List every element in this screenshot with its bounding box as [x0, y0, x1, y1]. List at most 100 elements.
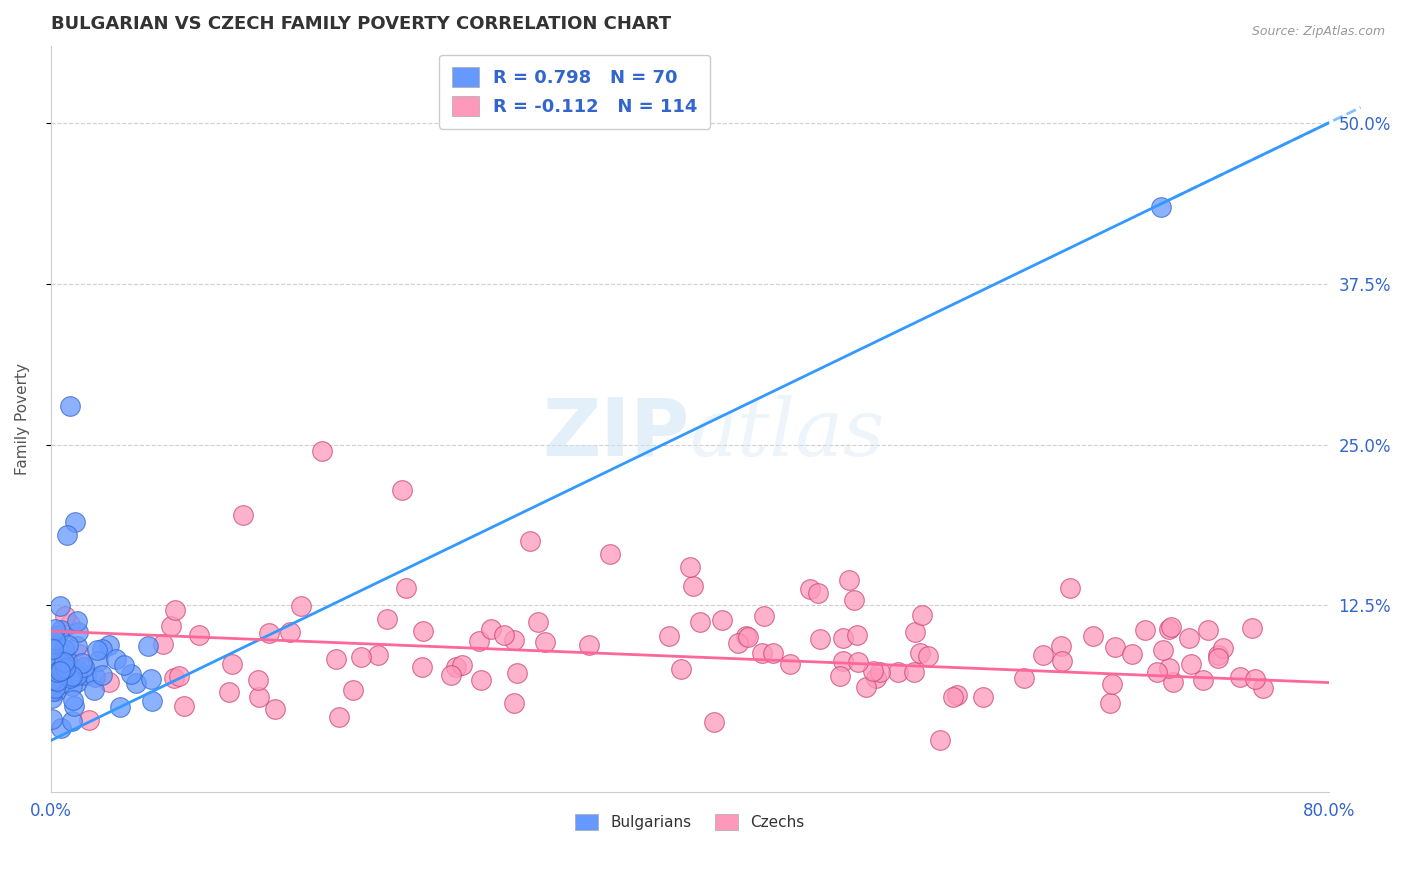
Point	[1012, 671, 1035, 685]
Point	[1163, 675, 1185, 690]
Point	[59, 671, 82, 685]
Point	[263, 702, 285, 716]
Point	[56, 527, 79, 541]
Point	[311, 444, 333, 458]
Point	[1152, 643, 1174, 657]
Point	[66, 639, 89, 653]
Point	[84, 670, 107, 684]
Point	[51, 664, 73, 678]
Point	[48, 655, 70, 669]
Point	[70, 656, 93, 670]
Point	[167, 669, 190, 683]
Point	[865, 671, 887, 685]
Point	[1099, 696, 1122, 710]
Point	[444, 660, 467, 674]
Point	[470, 673, 492, 687]
Point	[221, 657, 243, 671]
Point	[342, 682, 364, 697]
Point	[49, 623, 72, 637]
Point	[67, 647, 90, 661]
Point	[49, 721, 72, 735]
Point	[375, 612, 398, 626]
Point	[97, 638, 120, 652]
Point	[73, 660, 96, 674]
Point	[903, 665, 925, 679]
Point	[1049, 640, 1071, 654]
Point	[51, 676, 73, 690]
Point	[904, 624, 927, 639]
Point	[727, 635, 749, 649]
Point	[1197, 623, 1219, 637]
Point	[450, 657, 472, 672]
Point	[762, 646, 785, 660]
Point	[735, 630, 758, 644]
Point	[163, 671, 186, 685]
Text: Source: ZipAtlas.com: Source: ZipAtlas.com	[1251, 25, 1385, 38]
Point	[136, 639, 159, 653]
Point	[846, 655, 869, 669]
Point	[1180, 657, 1202, 671]
Point	[42, 656, 65, 670]
Point	[832, 632, 855, 646]
Point	[42, 642, 65, 657]
Point	[503, 633, 526, 648]
Point	[41, 712, 63, 726]
Point	[1104, 640, 1126, 654]
Point	[112, 658, 135, 673]
Point	[42, 683, 65, 698]
Point	[799, 582, 821, 596]
Point	[325, 652, 347, 666]
Point	[1133, 624, 1156, 638]
Point	[62, 693, 84, 707]
Point	[911, 607, 934, 622]
Point	[578, 639, 600, 653]
Point	[75, 667, 97, 681]
Point	[290, 599, 312, 613]
Point	[66, 614, 89, 628]
Point	[946, 689, 969, 703]
Point	[492, 628, 515, 642]
Point	[46, 660, 69, 674]
Point	[90, 667, 112, 681]
Point	[59, 616, 82, 631]
Point	[87, 654, 110, 668]
Y-axis label: Family Poverty: Family Poverty	[15, 363, 30, 475]
Point	[467, 633, 489, 648]
Point	[247, 690, 270, 705]
Legend: Bulgarians, Czechs: Bulgarians, Czechs	[569, 807, 810, 837]
Point	[45, 637, 67, 651]
Point	[808, 632, 831, 647]
Point	[159, 619, 181, 633]
Point	[104, 652, 127, 666]
Point	[682, 579, 704, 593]
Point	[862, 664, 884, 678]
Point	[41, 691, 63, 706]
Point	[503, 696, 526, 710]
Point	[519, 534, 541, 549]
Point	[1146, 665, 1168, 680]
Point	[1159, 660, 1181, 674]
Point	[278, 625, 301, 640]
Point	[45, 671, 67, 685]
Point	[231, 508, 253, 523]
Point	[1192, 673, 1215, 688]
Point	[98, 674, 121, 689]
Point	[86, 643, 108, 657]
Point	[367, 648, 389, 663]
Point	[49, 599, 72, 614]
Point	[246, 673, 269, 687]
Point	[1229, 670, 1251, 684]
Point	[66, 668, 89, 682]
Point	[141, 693, 163, 707]
Point	[188, 628, 211, 642]
Point	[1208, 648, 1230, 662]
Point	[41, 654, 63, 668]
Point	[66, 624, 89, 639]
Point	[152, 637, 174, 651]
Point	[972, 690, 994, 704]
Point	[679, 559, 702, 574]
Point	[1059, 581, 1081, 595]
Text: BULGARIAN VS CZECH FAMILY POVERTY CORRELATION CHART: BULGARIAN VS CZECH FAMILY POVERTY CORREL…	[51, 15, 671, 33]
Point	[1212, 640, 1234, 655]
Point	[838, 573, 860, 587]
